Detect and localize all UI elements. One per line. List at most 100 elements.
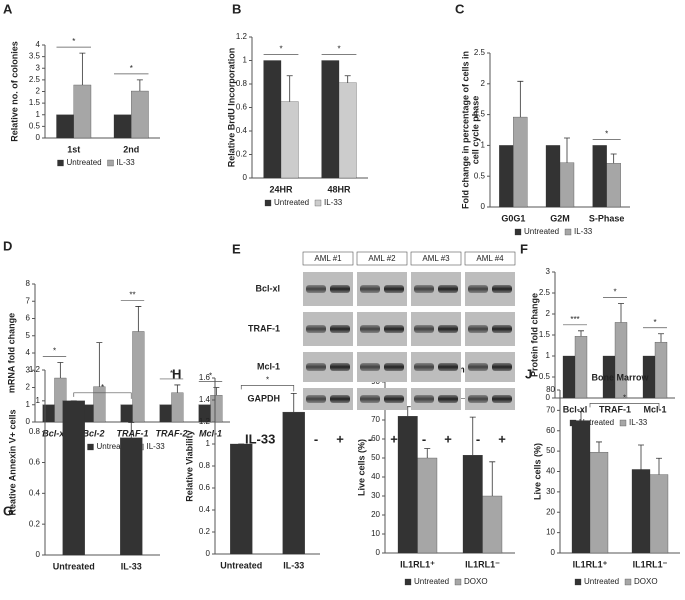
significance-star: * (101, 383, 104, 392)
blot-band (330, 395, 350, 403)
legend-swatch (564, 228, 572, 236)
y-tick-label: 0.2 (29, 519, 41, 528)
bar (462, 454, 483, 554)
bar (606, 163, 621, 208)
lane-sign: - (368, 431, 372, 446)
y-axis-label: Live cells (%) (532, 443, 542, 500)
bar (159, 404, 172, 423)
legend-label: DOXO (464, 577, 488, 586)
significance-star: *** (570, 315, 579, 324)
blot-band (306, 285, 326, 293)
significance-bracket (589, 403, 660, 410)
x-tick-label: IL1RL1⁺ (400, 559, 435, 569)
y-tick-label: 1 (243, 56, 248, 65)
error-bar (618, 303, 624, 323)
panel-letter: B (232, 1, 241, 16)
legend-label: Untreated (579, 418, 614, 427)
y-tick-label: 3 (546, 267, 551, 276)
lane-sign: - (476, 431, 480, 446)
y-tick-label: 40 (371, 472, 380, 481)
legend-label: DOXO (634, 577, 658, 586)
legend-swatch (404, 578, 412, 586)
row-label: Mcl-1 (257, 361, 280, 371)
treatment-label: IL-33 (245, 431, 275, 446)
y-tick-label: 1 (206, 439, 211, 448)
y-axis-label: Relative no. of colonies (9, 41, 19, 142)
y-tick-label: 1.2 (236, 32, 248, 41)
legend-label: IL-33 (574, 227, 593, 236)
significance-star: * (279, 45, 282, 54)
blot-band (384, 325, 404, 333)
bar (131, 90, 149, 139)
blot-band (306, 363, 326, 371)
blot-band (384, 285, 404, 293)
y-tick-label: 20 (546, 507, 555, 516)
blot-band (360, 325, 380, 333)
y-tick-label: 2 (546, 309, 551, 318)
y-tick-label: 2 (481, 79, 486, 88)
significance-star: * (337, 45, 340, 54)
blot-band (360, 395, 380, 403)
legend-label: Untreated (414, 577, 449, 586)
y-axis-label: mRNA fold change (6, 313, 16, 393)
y-tick-label: 50 (371, 453, 380, 462)
row-label: Bcl-xl (255, 283, 280, 293)
x-tick-label: IL1RL1⁻ (465, 559, 500, 569)
blot-band (438, 325, 458, 333)
chart-title: Bone Marrow (591, 372, 649, 382)
y-tick-label: 1.6 (199, 373, 211, 382)
y-tick-label: 2 (36, 87, 41, 96)
error-bar (424, 448, 431, 458)
y-tick-label: 70 (546, 405, 555, 414)
y-tick-label: 2.5 (539, 288, 551, 297)
blot-band (438, 363, 458, 371)
blot-panel (303, 388, 353, 410)
y-tick-label: 1 (26, 400, 31, 409)
blot-band (414, 363, 434, 371)
y-tick-label: 0.5 (29, 121, 41, 130)
y-tick-label: 30 (371, 491, 380, 500)
x-tick-label: Untreated (220, 560, 262, 570)
y-tick-label: 8 (26, 279, 31, 288)
bar (263, 60, 282, 179)
error-bar (596, 441, 602, 453)
x-tick-label: IL1RL1⁻ (633, 559, 668, 569)
y-tick-label: 2.5 (474, 48, 486, 57)
error-bar (57, 362, 64, 379)
legend-swatch (624, 578, 632, 586)
blot-band (330, 363, 350, 371)
panel-letter: F (520, 241, 528, 256)
blot-band (384, 395, 404, 403)
panel-letter: E (232, 241, 241, 256)
bar (171, 392, 184, 423)
y-tick-label: 3.5 (29, 52, 41, 61)
error-bar (610, 153, 617, 164)
bar (513, 116, 528, 208)
legend-swatch (619, 419, 627, 427)
error-bar (578, 410, 584, 421)
y-tick-label: 1 (546, 351, 551, 360)
blot-band (384, 363, 404, 371)
blot-band (306, 395, 326, 403)
x-tick-label: 2nd (123, 144, 139, 154)
x-tick-label: TRAF-2 (156, 428, 188, 438)
bar (654, 341, 668, 399)
bar (321, 60, 340, 179)
bar (282, 411, 305, 555)
blot-band (414, 285, 434, 293)
bar (559, 162, 575, 208)
error-bar (638, 444, 644, 470)
group-label: AML #1 (314, 254, 342, 263)
group-label: AML #3 (422, 254, 450, 263)
y-tick-label: 0 (36, 133, 41, 142)
blot-band (468, 285, 488, 293)
lane-sign: + (336, 431, 344, 446)
y-tick-label: 20 (371, 510, 380, 519)
x-tick-label: IL-33 (121, 561, 142, 571)
x-tick-label: Bcl-2 (82, 428, 104, 438)
bar (417, 457, 438, 554)
blot-band (468, 395, 488, 403)
x-tick-label: IL-33 (283, 560, 304, 570)
group-box (356, 251, 408, 266)
blot-band (468, 363, 488, 371)
